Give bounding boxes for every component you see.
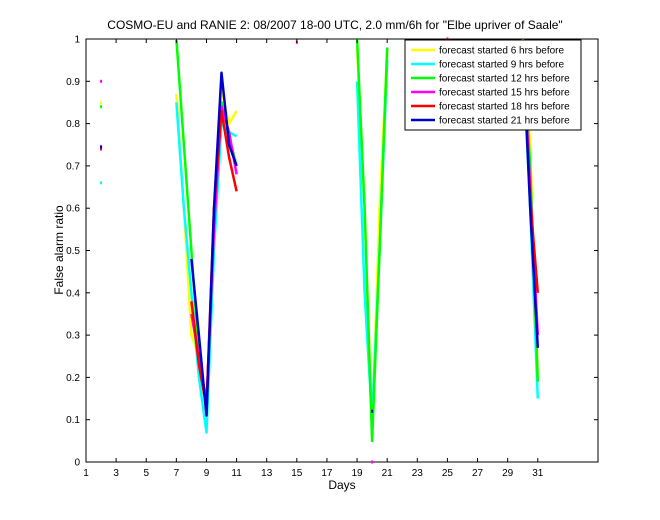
x-tick-label: 17 (321, 468, 333, 479)
y-tick-label: 0.9 (66, 77, 80, 88)
x-tick-label: 9 (204, 468, 210, 479)
series-line (190, 71, 238, 417)
y-axis-label: False alarm ratio (52, 205, 66, 295)
x-tick-label: 27 (472, 468, 484, 479)
x-tick-label: 15 (291, 468, 303, 479)
legend-label: forecast started 9 hrs before (439, 60, 565, 71)
series-point (100, 145, 103, 149)
legend-label: forecast started 6 hrs before (439, 46, 565, 57)
legend-label: forecast started 12 hrs before (439, 74, 570, 85)
x-tick-label: 21 (382, 468, 394, 479)
x-tick-label: 19 (351, 468, 363, 479)
legend-box (404, 39, 582, 131)
y-tick-label: 0.2 (66, 373, 80, 384)
y-tick-label: 0.4 (66, 288, 80, 299)
x-tick-label: 1 (83, 468, 89, 479)
series-point (371, 460, 374, 464)
y-tick-label: 0.3 (66, 331, 80, 342)
legend-label: forecast started 15 hrs before (439, 88, 570, 99)
x-tick-label: 29 (502, 468, 514, 479)
y-tick-label: 0.6 (66, 204, 80, 215)
x-tick-label: 23 (412, 468, 424, 479)
y-tick-label: 1 (74, 35, 80, 46)
x-tick-label: 11 (231, 468, 242, 479)
series-point (100, 181, 103, 185)
legend: forecast started 6 hrs before forecast st… (404, 39, 582, 131)
y-axis: 0 0.1 0.2 0.3 0.4 0.5 0.6 0.7 0.8 0.9 1 (66, 35, 598, 469)
y-tick-label: 0.8 (66, 119, 80, 130)
x-tick-label: 25 (442, 468, 454, 479)
series-point (100, 79, 103, 83)
legend-label: forecast started 18 hrs before (439, 102, 570, 113)
y-tick-label: 0.5 (66, 246, 80, 257)
x-tick-label: 13 (261, 468, 273, 479)
x-axis: 1 3 5 7 9 11 13 15 17 19 21 23 25 27 29 31 (83, 39, 544, 479)
chart-title: COSMO-EU and RANIE 2: 08/2007 18-00 UTC,… (107, 18, 562, 32)
x-tick-label: 31 (532, 468, 544, 479)
x-tick-label: 3 (113, 468, 119, 479)
y-tick-label: 0.1 (66, 415, 80, 426)
series-point (100, 147, 103, 151)
x-tick-label: 5 (143, 468, 149, 479)
y-tick-label: 0 (74, 458, 80, 469)
x-axis-label: Days (328, 478, 355, 492)
series-point (371, 409, 374, 413)
y-tick-label: 0.7 (66, 161, 80, 172)
series-line (355, 38, 389, 443)
legend-label: forecast started 21 hrs before (439, 116, 570, 127)
series-point (100, 105, 103, 109)
series-point (100, 100, 103, 104)
x-tick-label: 7 (174, 468, 180, 479)
